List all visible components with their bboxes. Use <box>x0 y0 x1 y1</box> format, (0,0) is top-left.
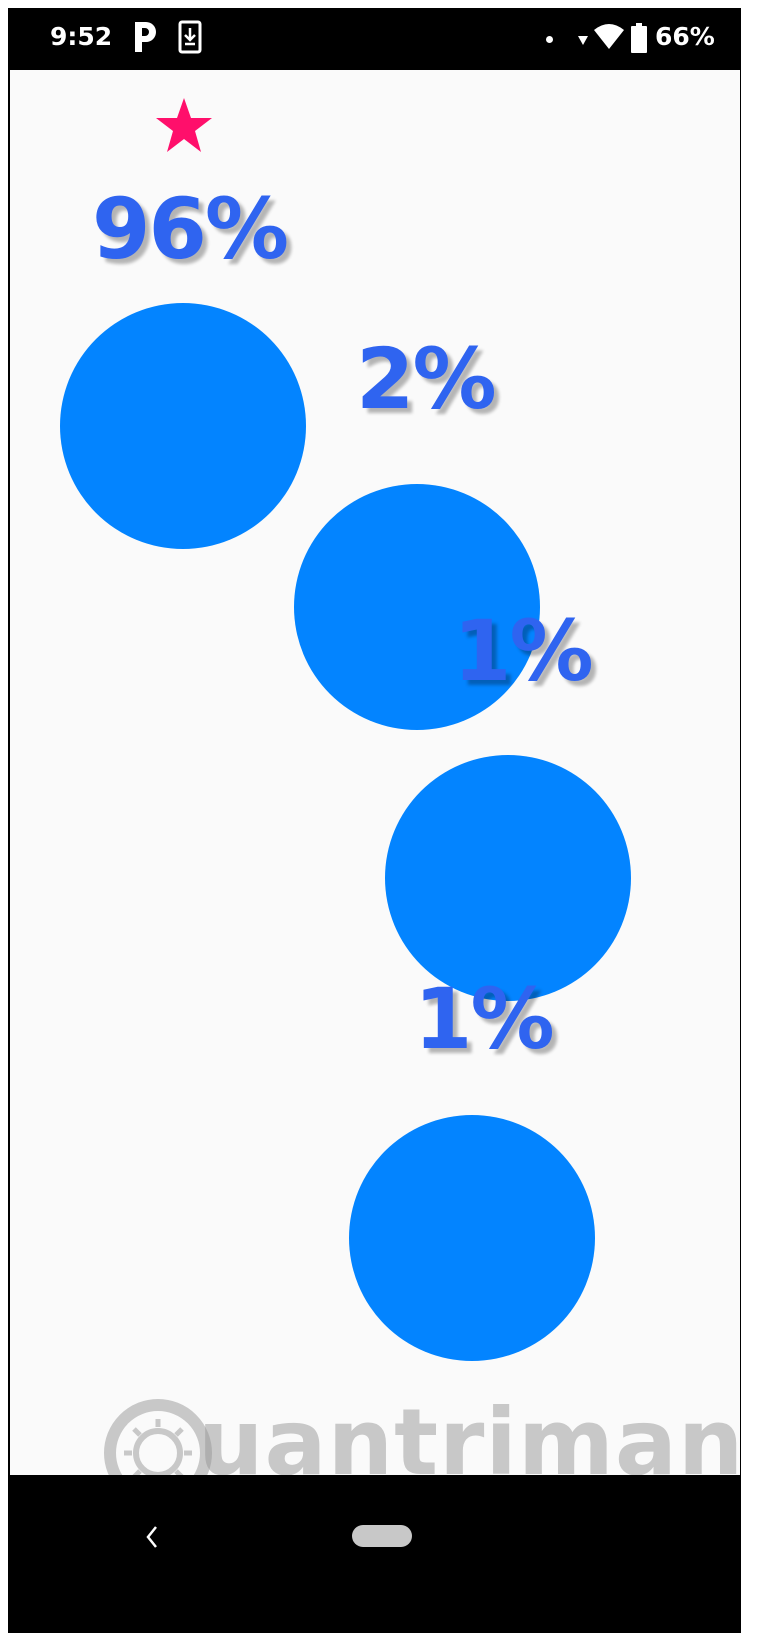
home-pill-icon[interactable] <box>352 1525 412 1547</box>
circle-4[interactable] <box>349 1115 595 1361</box>
download-icon <box>178 20 202 54</box>
wifi-icon <box>594 24 624 49</box>
status-bar: 9:52 66% <box>10 8 740 70</box>
main-content: 96% 2% 1% 1% <box>10 70 740 1475</box>
circle-2[interactable] <box>294 484 540 730</box>
navigation-bar <box>10 1475 740 1633</box>
back-icon[interactable] <box>138 1517 166 1557</box>
battery-icon <box>631 23 647 53</box>
percentage-label-1: 96% <box>92 180 289 278</box>
star-icon <box>156 98 212 152</box>
circle-3[interactable] <box>385 755 631 1001</box>
percentage-label-3: 1% <box>453 602 594 700</box>
percentage-label-4: 1% <box>414 970 555 1068</box>
status-time: 9:52 <box>50 22 113 51</box>
phone-frame: 9:52 66% <box>8 8 741 1633</box>
parking-icon <box>135 22 156 52</box>
notification-dot-icon <box>546 36 553 43</box>
circle-1[interactable] <box>60 303 306 549</box>
signal-icon <box>578 36 588 45</box>
battery-percentage: 66% <box>655 22 715 51</box>
percentage-label-2: 2% <box>356 330 497 428</box>
